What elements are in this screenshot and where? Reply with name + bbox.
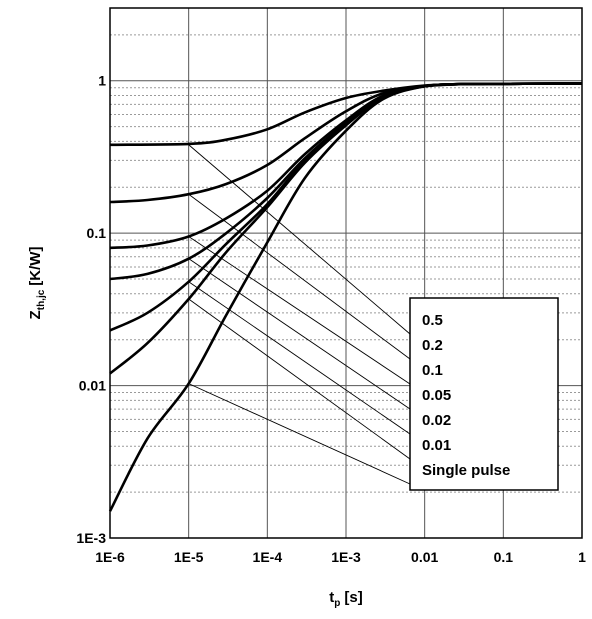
- x-axis-symbol: t: [329, 589, 334, 606]
- legend-entry: 0.02: [422, 412, 451, 429]
- y-tick-label: 1: [98, 73, 106, 89]
- legend-entry: 0.5: [422, 312, 443, 329]
- legend-entry: 0.05: [422, 387, 451, 404]
- y-tick-label: 0.01: [79, 378, 106, 394]
- x-tick-label: 1: [578, 549, 586, 565]
- leader-line: [188, 298, 411, 460]
- y-tick-labels: 1E-3 0.01 0.1 1: [76, 73, 106, 546]
- legend-entry: 0.1: [422, 362, 443, 379]
- y-axis-symbol: Z: [27, 310, 44, 319]
- x-axis-label: tp [s]: [329, 589, 362, 609]
- x-tick-label: 1E-5: [174, 549, 204, 565]
- plot-frame: [109, 7, 583, 539]
- y-tick-label: 0.1: [87, 225, 107, 241]
- x-axis-unit: [s]: [344, 589, 362, 606]
- leader-line: [188, 281, 411, 435]
- x-tick-label: 1E-3: [331, 549, 361, 565]
- legend-leader-lines: [188, 144, 411, 485]
- y-tick-label: 1E-3: [76, 530, 106, 546]
- x-tick-labels: 1E-6 1E-5 1E-4 1E-3 0.01 0.1 1: [95, 549, 586, 565]
- x-tick-label: 1E-6: [95, 549, 125, 565]
- leader-line: [188, 383, 411, 485]
- x-tick-label: 1E-4: [253, 549, 283, 565]
- legend-box: [409, 297, 559, 491]
- y-axis-unit: [K/W]: [27, 247, 44, 286]
- x-tick-label: 0.1: [494, 549, 514, 565]
- leader-line: [188, 144, 411, 335]
- legend: 0.5 0.2 0.1 0.05 0.02 0.01 Single pulse: [409, 297, 559, 491]
- series-line: [108, 82, 583, 512]
- leader-line: [188, 258, 411, 410]
- legend-entry: Single pulse: [422, 462, 510, 479]
- y-axis-subscript: th,jc: [36, 289, 47, 310]
- leader-line: [188, 236, 411, 385]
- series-lines: [108, 82, 583, 512]
- x-tick-label: 0.01: [411, 549, 438, 565]
- x-axis-subscript: p: [334, 598, 340, 609]
- y-axis-label: Zth,jc [K/W]: [27, 247, 47, 320]
- legend-entry: 0.01: [422, 437, 451, 454]
- leader-line: [188, 193, 411, 360]
- legend-entry: 0.2: [422, 337, 443, 354]
